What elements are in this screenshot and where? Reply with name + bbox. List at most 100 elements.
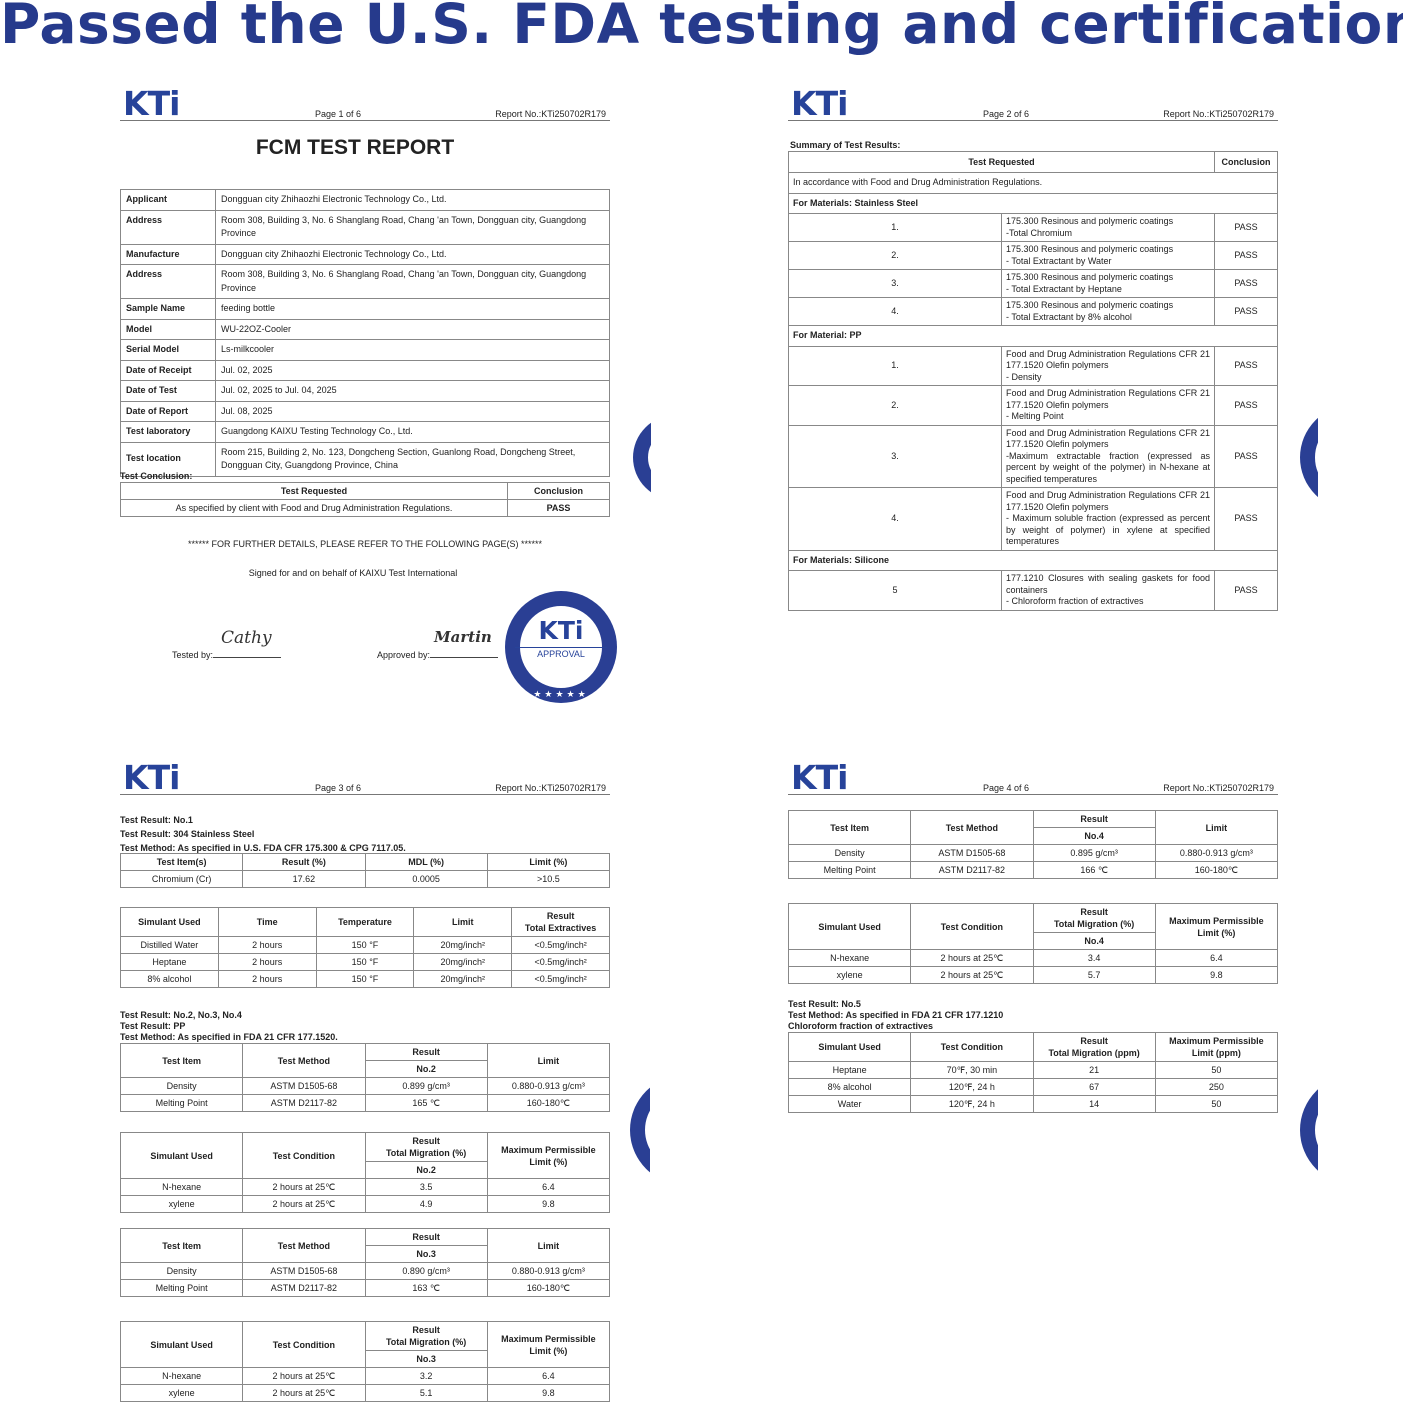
column-header: Test Item(s) bbox=[119, 853, 244, 871]
table-cell: 160-180℃ bbox=[486, 1279, 611, 1297]
table-cell: N-hexane bbox=[787, 949, 912, 967]
column-header: Result bbox=[364, 1228, 488, 1246]
table-cell: <0.5mg/inch² bbox=[511, 936, 610, 954]
table-cell: 120℉, 24 h bbox=[910, 1078, 1034, 1096]
summary-item-row: 5 177.1210 Closures with sealing gaskets … bbox=[788, 570, 1278, 611]
item-text: Food and Drug Administration Regulations… bbox=[1001, 345, 1215, 386]
table-row: N-hexane 2 hours at 25℃ 3.5 6.4 bbox=[119, 1178, 611, 1196]
info-value: Dongguan city Zhihaozhi Electronic Techn… bbox=[215, 243, 610, 265]
table-cell: 160-180℃ bbox=[486, 1094, 611, 1112]
info-row: Applicant Dongguan city Zhihaozhi Electro… bbox=[120, 189, 610, 211]
info-row: Test laboratory Guangdong KAIXU Testing T… bbox=[120, 421, 610, 443]
table-cell: 2 hours bbox=[217, 936, 317, 954]
partial-seal-icon bbox=[633, 415, 651, 500]
table-cell: 165 ℃ bbox=[364, 1094, 488, 1112]
column-header: Test Requested bbox=[788, 151, 1215, 173]
column-header: Result Total Migration (%) bbox=[364, 1321, 488, 1351]
item-number: 1. bbox=[788, 345, 1002, 386]
column-header: Test Method bbox=[910, 810, 1034, 845]
report-page-4: KTi Page 4 of 6 Report No.:KTi250702R179… bbox=[787, 761, 1279, 1122]
intro-line: Test Result: No.2, No.3, No.4 bbox=[120, 1010, 242, 1020]
header-row: Simulant Used Test Condition Result Total … bbox=[119, 1321, 611, 1368]
info-value: Dongguan city Zhihaozhi Electronic Techn… bbox=[215, 189, 610, 211]
table-cell: 8% alcohol bbox=[120, 970, 219, 988]
table-cell: Water bbox=[787, 1095, 912, 1113]
intro-line: Test Result: No.5 bbox=[788, 999, 861, 1009]
report-number: Report No.:KTi250702R179 bbox=[495, 783, 606, 793]
info-value: Jul. 08, 2025 bbox=[215, 400, 610, 422]
column-header: Result Total Migration (ppm) bbox=[1032, 1032, 1156, 1062]
page-header: KTi Page 4 of 6 Report No.:KTi250702R179 bbox=[788, 761, 1278, 795]
tested-by-signature: Cathy bbox=[221, 628, 272, 648]
info-value: Ls-milkcooler bbox=[215, 339, 610, 361]
no4-migration-table: Simulant Used Test Condition Result Total … bbox=[787, 903, 1279, 984]
table-cell: 2 hours at 25℃ bbox=[242, 1367, 366, 1385]
kti-logo: KTi bbox=[123, 84, 180, 123]
table-cell: 3.4 bbox=[1032, 949, 1156, 967]
summary-item-row: 2. Food and Drug Administration Regulatio… bbox=[788, 385, 1278, 426]
table-cell: 2 hours at 25℃ bbox=[242, 1384, 366, 1402]
page-header: KTi Page 2 of 6 Report No.:KTi250702R179 bbox=[788, 87, 1278, 121]
item-result: PASS bbox=[1214, 297, 1278, 326]
section-heading: For Materials: Silicone bbox=[788, 549, 1278, 571]
approved-by: Approved by: Martin bbox=[377, 628, 499, 660]
table-row: Density ASTM D1505-68 0.890 g/cm³ 0.880-0.9… bbox=[119, 1262, 611, 1280]
column-header: Maximum Permissible Limit (%) bbox=[1154, 903, 1279, 950]
seal-logo: KTi bbox=[538, 616, 584, 645]
partial-seal-icon bbox=[1300, 1075, 1318, 1185]
header-row: Test Item Test Method Result Limit bbox=[119, 1228, 611, 1263]
column-header: Limit bbox=[413, 907, 513, 937]
applicant-info-table-wrap: Applicant Dongguan city Zhihaozhi Electro… bbox=[120, 189, 610, 477]
table-row: xylene 2 hours at 25℃ 5.1 9.8 bbox=[119, 1384, 611, 1402]
column-header: No.4 bbox=[1032, 827, 1156, 845]
column-header: Test Condition bbox=[242, 1132, 366, 1179]
table-row: N-hexane 2 hours at 25℃ 3.4 6.4 bbox=[787, 949, 1279, 967]
no2-migration-table: Simulant Used Test Condition Result Total … bbox=[119, 1132, 611, 1213]
seal-caption: APPROVAL bbox=[515, 647, 607, 659]
table-cell: 5.1 bbox=[364, 1384, 488, 1402]
table-cell: Melting Point bbox=[787, 861, 912, 879]
table-row: xylene 2 hours at 25℃ 4.9 9.8 bbox=[119, 1195, 611, 1213]
item-text: 177.1210 Closures with sealing gaskets f… bbox=[1001, 570, 1215, 611]
info-row: Address Room 308, Building 3, No. 6 Shang… bbox=[120, 209, 610, 245]
table-cell: 0.899 g/cm³ bbox=[364, 1077, 488, 1095]
info-label: Model bbox=[120, 318, 216, 340]
item-number: 3. bbox=[788, 269, 1002, 298]
table-cell: 150 °F bbox=[315, 936, 415, 954]
column-header: Result Total Extractives bbox=[511, 907, 610, 937]
table-cell: <0.5mg/inch² bbox=[511, 953, 610, 971]
column-header: Result (%) bbox=[242, 853, 366, 871]
table-cell: 3.5 bbox=[364, 1178, 488, 1196]
table-cell: 5.7 bbox=[1032, 966, 1156, 984]
column-header: Test Method bbox=[242, 1043, 366, 1078]
info-label: Date of Receipt bbox=[120, 359, 216, 381]
column-header: Time bbox=[217, 907, 317, 937]
table-cell: 14 bbox=[1032, 1095, 1156, 1113]
info-label: Date of Test bbox=[120, 380, 216, 402]
total-extractives-table: Simulant Used Time Temperature Limit Result … bbox=[120, 907, 610, 988]
item-number: 2. bbox=[788, 385, 1002, 426]
report-number: Report No.:KTi250702R179 bbox=[495, 109, 606, 119]
tested-by-label: Tested by: bbox=[172, 650, 214, 660]
info-value: WU-22OZ-Cooler bbox=[215, 318, 610, 340]
table-cell: 2 hours at 25℃ bbox=[242, 1178, 366, 1196]
column-header: Conclusion bbox=[507, 482, 610, 500]
info-value: Jul. 02, 2025 bbox=[215, 359, 610, 381]
seal-stars-icon: ★★★★★ bbox=[533, 689, 589, 699]
tested-by: Tested by: Cathy bbox=[172, 628, 282, 660]
header-row: Simulant Used Time Temperature Limit Result … bbox=[120, 907, 610, 937]
conclusion-table-wrap: Test Requested Conclusion As specified by … bbox=[120, 482, 610, 517]
section-heading: For Materials: Stainless Steel bbox=[788, 192, 1278, 214]
info-label: Serial Model bbox=[120, 339, 216, 361]
column-header: No.3 bbox=[364, 1350, 488, 1368]
column-header: Test Item bbox=[787, 810, 912, 845]
item-result: PASS bbox=[1214, 241, 1278, 270]
info-label: Address bbox=[120, 264, 216, 299]
table-cell: 9.8 bbox=[486, 1384, 611, 1402]
intro-line: Test Result: No.1 bbox=[120, 815, 193, 825]
summary-item-row: 3. Food and Drug Administration Regulatio… bbox=[788, 424, 1278, 488]
item-text: 175.300 Resinous and polymeric coatings … bbox=[1001, 297, 1215, 326]
test-result-5-intro: Test Result: No.5 Test Method: As specif… bbox=[788, 999, 1278, 1032]
table-cell: Density bbox=[119, 1262, 244, 1280]
kti-approval-seal: KTi APPROVAL ★★★★★ bbox=[505, 591, 617, 703]
